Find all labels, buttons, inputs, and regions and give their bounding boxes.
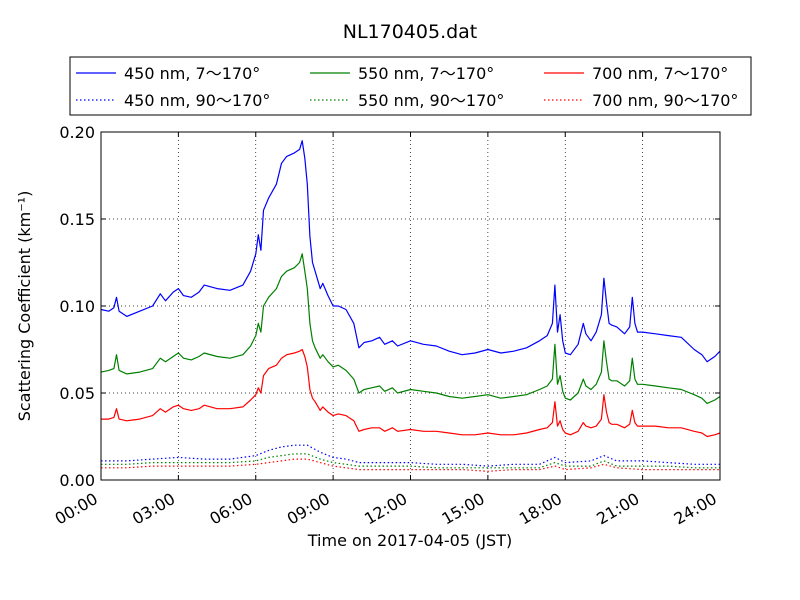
y-axis-label: Scattering Coefficient (km⁻¹): [15, 191, 34, 422]
y-tick-label: 0.10: [59, 297, 95, 316]
x-axis-label: Time on 2017-04-05 (JST): [307, 531, 512, 550]
legend-label: 450 nm, 90～170°: [124, 91, 270, 110]
y-tick-label: 0.20: [59, 123, 95, 142]
series-line-5: [101, 458, 720, 472]
y-tick-label: 0.05: [59, 384, 95, 403]
legend-label: 700 nm, 90～170°: [592, 91, 738, 110]
series-line-2: [101, 348, 721, 438]
series-line-4: [101, 453, 720, 469]
series-line-3: [101, 444, 720, 467]
chart-title: NL170405.dat: [343, 21, 478, 43]
series-group: [100, 140, 721, 472]
legend-label: 700 nm, 7～170°: [592, 64, 728, 83]
legend-label: 550 nm, 7～170°: [358, 64, 494, 83]
y-tick-label: 0.15: [59, 210, 95, 229]
legend-label: 550 nm, 90～170°: [358, 91, 504, 110]
legend-label: 450 nm, 7～170°: [124, 64, 260, 83]
y-tick-label: 0.00: [59, 471, 95, 490]
series-line-1: [100, 253, 721, 404]
legend: 450 nm, 7～170° 550 nm, 7～170° 700 nm, 7～17…: [69, 56, 752, 116]
series-line-0: [100, 140, 721, 363]
legend-frame: [69, 56, 752, 116]
